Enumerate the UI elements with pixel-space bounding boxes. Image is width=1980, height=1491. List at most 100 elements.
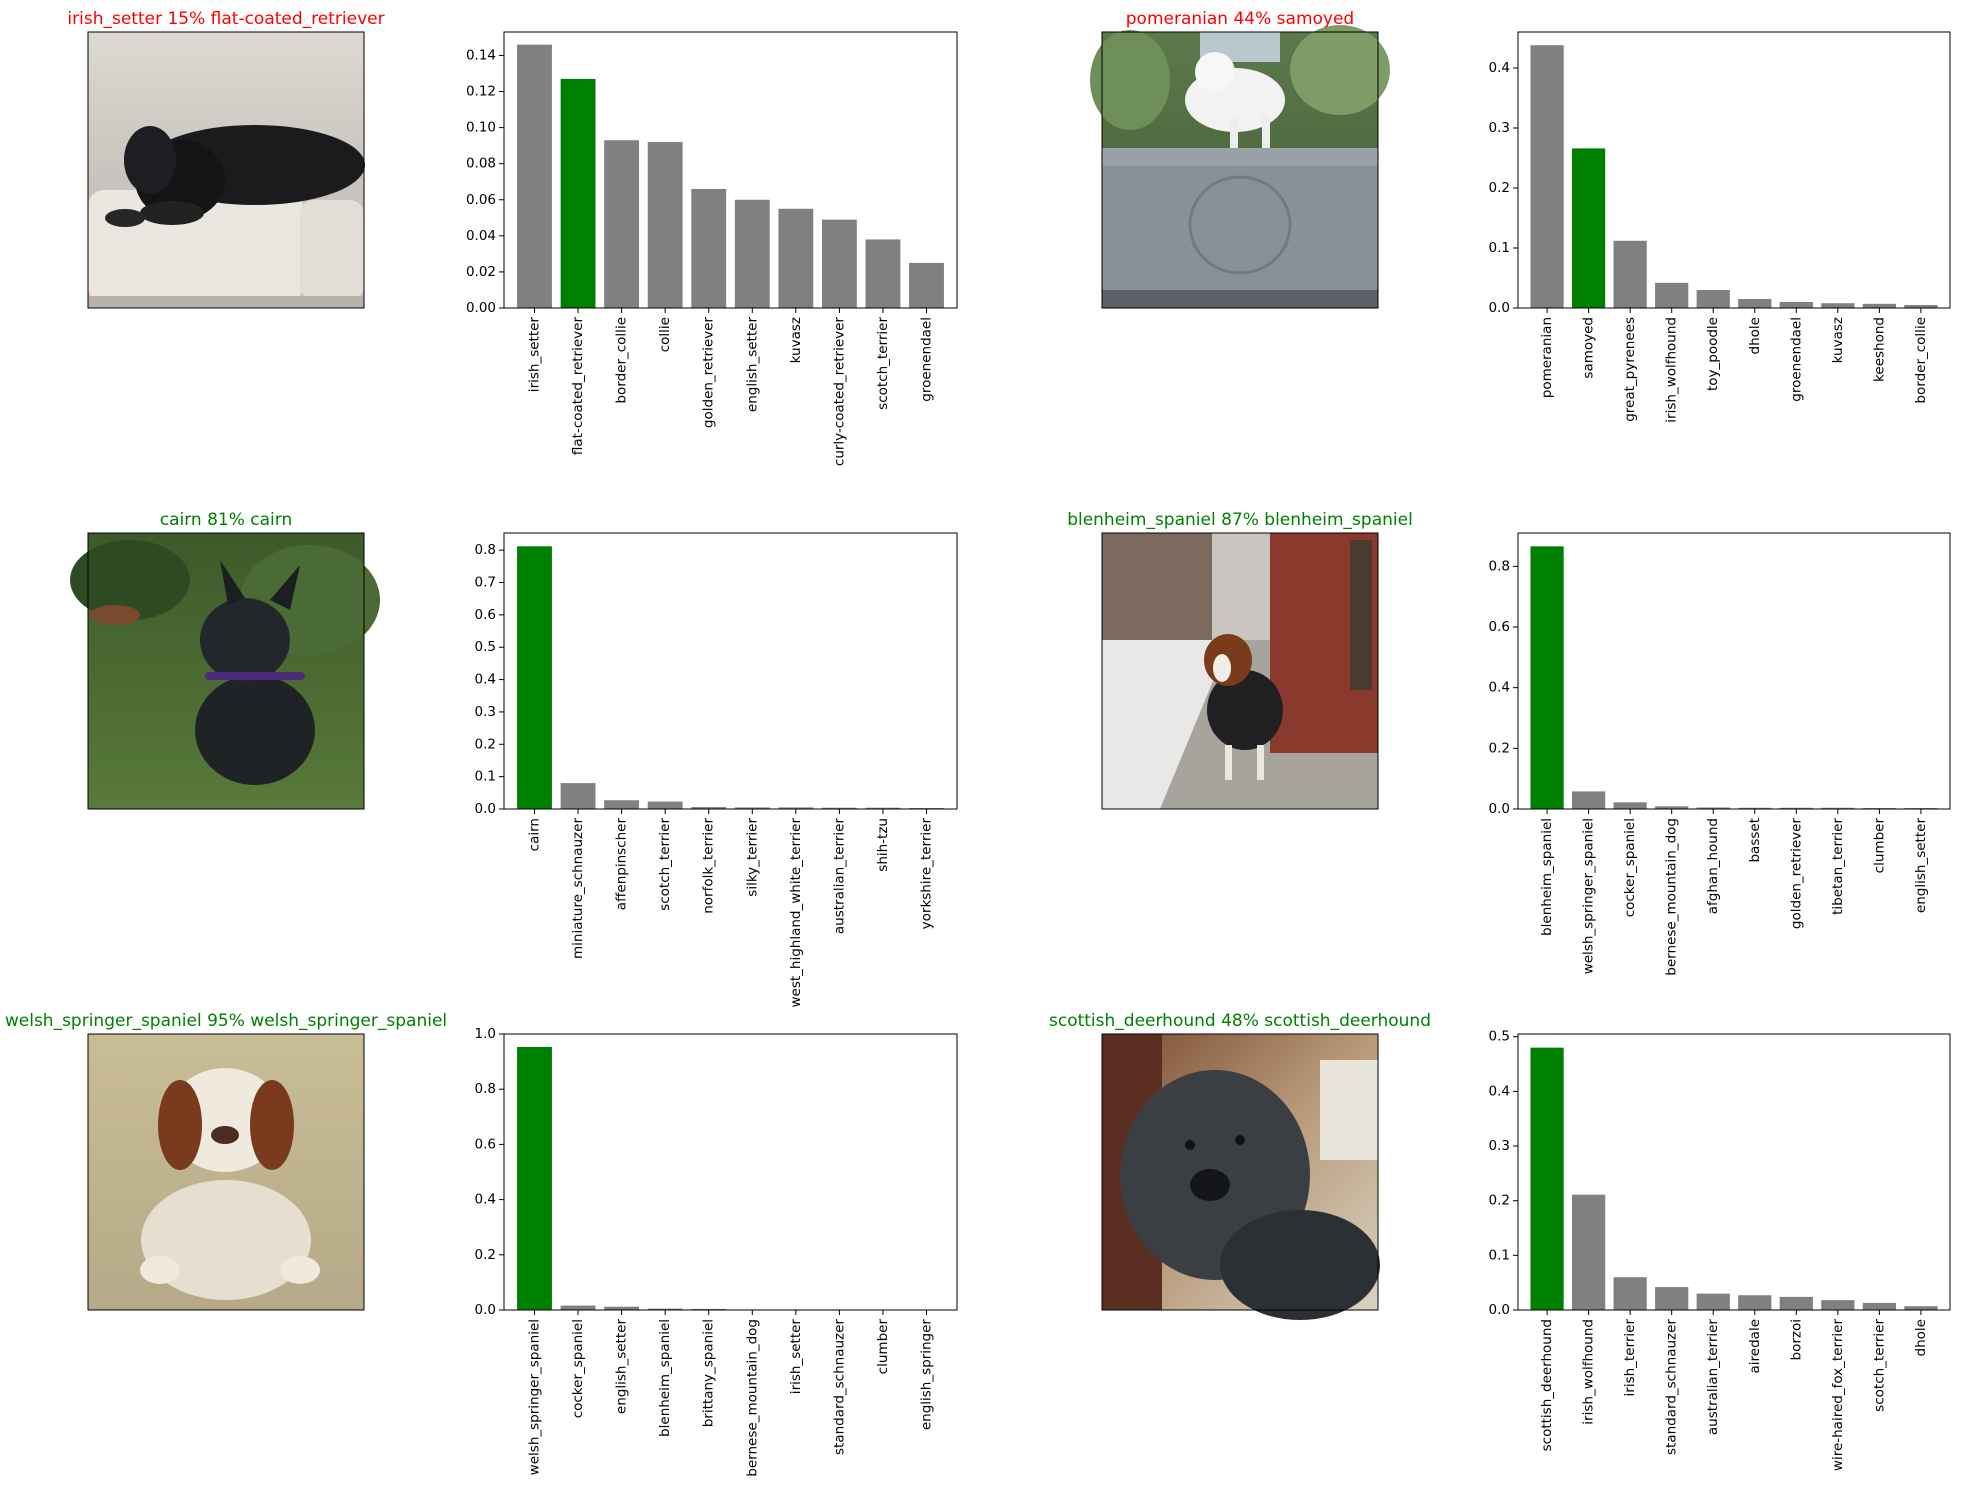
photo-title-row3-left: welsh_springer_spaniel 95% welsh_springe… bbox=[5, 1011, 447, 1031]
bar-scotch_terrier bbox=[647, 801, 683, 809]
x-tick-label: scottish_deerhound bbox=[1539, 1319, 1555, 1451]
bar-blenheim_spaniel bbox=[647, 1308, 683, 1310]
chart-row2-right: blenheim_spaniel welsh_springer_spaniel co… bbox=[1489, 532, 1951, 976]
x-tick-label: shih-tzu bbox=[875, 818, 891, 872]
x-tick-label: pomeranian bbox=[1539, 317, 1555, 398]
x-tick-label: english_setter bbox=[614, 1319, 630, 1415]
y-tick-label: 0.12 bbox=[466, 84, 496, 100]
bar-dhole bbox=[1738, 299, 1772, 308]
x-tick-label: affenpinscher bbox=[614, 818, 630, 911]
bar-bernese_mountain_dog bbox=[1655, 806, 1689, 809]
dog-photo-row1-left bbox=[87, 31, 365, 309]
y-tick-label: 0.08 bbox=[466, 156, 496, 172]
y-tick-label: 0.0 bbox=[1489, 801, 1510, 817]
bar-cocker_spaniel bbox=[1613, 802, 1647, 809]
x-tick-label: kuvasz bbox=[1830, 317, 1846, 363]
y-tick-label: 0.6 bbox=[475, 1136, 496, 1152]
dog-photo-row3-left bbox=[87, 1033, 365, 1311]
chart-row3-left: welsh_springer_spaniel cocker_spaniel engl… bbox=[475, 1026, 958, 1477]
bar-west_highland_white_terrier bbox=[778, 807, 814, 809]
y-tick-label: 0.0 bbox=[1489, 300, 1510, 316]
bar-norfolk_terrier bbox=[691, 807, 727, 809]
x-tick-label: border_collie bbox=[614, 317, 630, 404]
bar-affenpinscher bbox=[604, 800, 640, 809]
photo-title-row3-right: scottish_deerhound 48% scottish_deerhoun… bbox=[1049, 1011, 1431, 1031]
bar-samoyed bbox=[1572, 148, 1606, 308]
bar-welsh_springer_spaniel bbox=[1572, 791, 1606, 809]
y-tick-label: 0.4 bbox=[1489, 60, 1510, 76]
y-tick-label: 0.4 bbox=[1489, 680, 1510, 696]
x-tick-label: silky_terrier bbox=[744, 818, 760, 897]
x-tick-label: clumber bbox=[875, 1319, 891, 1375]
bar-shih-tzu bbox=[865, 807, 901, 809]
bar-scotch_terrier bbox=[1862, 1302, 1896, 1310]
axes-frame bbox=[1517, 1033, 1951, 1311]
x-tick-label: toy_poodle bbox=[1705, 317, 1721, 391]
x-tick-label: bernese_mountain_dog bbox=[744, 1319, 760, 1477]
x-tick-label: norfolk_terrier bbox=[701, 818, 717, 914]
x-tick-label: miniature_schnauzer bbox=[570, 818, 586, 959]
y-tick-label: 0.6 bbox=[1489, 619, 1510, 635]
bar-airedale bbox=[1738, 1295, 1772, 1310]
bar-toy_poodle bbox=[1696, 290, 1730, 308]
dog-photo-row2-right bbox=[1101, 532, 1379, 810]
y-tick-label: 0.1 bbox=[475, 769, 496, 785]
x-tick-label: cocker_spaniel bbox=[1622, 818, 1638, 917]
bar-irish_wolfhound bbox=[1655, 282, 1689, 308]
y-tick-label: 0.1 bbox=[1489, 240, 1510, 256]
axes-frame bbox=[503, 1033, 958, 1311]
x-tick-label: samoyed bbox=[1581, 317, 1597, 379]
dog-photo-row2-left bbox=[70, 532, 380, 810]
x-tick-label: irish_wolfhound bbox=[1664, 317, 1680, 423]
bar-australian_terrier bbox=[821, 807, 857, 809]
bar-miniature_schnauzer bbox=[560, 783, 596, 809]
x-tick-label: clumber bbox=[1871, 818, 1887, 874]
bar-border_collie bbox=[604, 140, 640, 308]
x-tick-label: standard_schnauzer bbox=[1664, 1319, 1680, 1455]
bar-border_collie bbox=[1904, 305, 1938, 308]
x-tick-label: brittany_spaniel bbox=[701, 1319, 717, 1427]
x-tick-label: golden_retriever bbox=[1788, 818, 1804, 930]
bar-keeshond bbox=[1862, 303, 1896, 308]
bar-golden_retriever bbox=[1779, 807, 1813, 809]
bar-great_pyrenees bbox=[1613, 240, 1647, 308]
bar-silky_terrier bbox=[734, 807, 770, 809]
y-tick-label: 0.5 bbox=[1489, 1029, 1510, 1045]
x-tick-label: scotch_terrier bbox=[1871, 1319, 1887, 1412]
photo-title-row2-left: cairn 81% cairn bbox=[160, 510, 293, 530]
dog-photo-row1-right bbox=[1090, 25, 1390, 309]
x-tick-label: curly-coated_retriever bbox=[831, 317, 847, 467]
x-tick-label: english_springer bbox=[919, 1319, 935, 1431]
x-tick-label: wire-haired_fox_terrier bbox=[1830, 1319, 1846, 1472]
y-tick-label: 0.7 bbox=[475, 575, 496, 591]
bar-dhole bbox=[1904, 1306, 1938, 1310]
y-tick-label: 0.14 bbox=[466, 47, 496, 63]
x-tick-label: standard_schnauzer bbox=[831, 1319, 847, 1455]
bar-standard_schnauzer bbox=[1655, 1287, 1689, 1310]
x-tick-label: cairn bbox=[526, 818, 542, 851]
axes-frame bbox=[1517, 532, 1951, 810]
y-tick-label: 0.4 bbox=[475, 672, 496, 688]
bar-basset bbox=[1738, 807, 1772, 809]
bar-borzoi bbox=[1779, 1296, 1813, 1310]
y-tick-label: 0.5 bbox=[475, 639, 496, 655]
x-tick-label: cocker_spaniel bbox=[570, 1319, 586, 1418]
bar-brittany_spaniel bbox=[691, 1308, 727, 1310]
y-tick-label: 0.2 bbox=[1489, 1193, 1510, 1209]
photo-title-row1-right: pomeranian 44% samoyed bbox=[1126, 9, 1354, 29]
bar-scottish_deerhound bbox=[1530, 1047, 1564, 1310]
x-tick-label: blenheim_spaniel bbox=[1539, 818, 1555, 936]
x-tick-label: welsh_springer_spaniel bbox=[526, 1319, 542, 1475]
chart-row1-left: irish_setter flat-coated_retriever border_… bbox=[466, 31, 958, 467]
y-tick-label: 0.0 bbox=[1489, 1302, 1510, 1318]
x-tick-label: golden_retriever bbox=[701, 317, 717, 429]
y-tick-label: 0.04 bbox=[466, 228, 496, 244]
y-tick-label: 0.4 bbox=[475, 1192, 496, 1208]
y-tick-label: 0.8 bbox=[475, 1081, 496, 1097]
bar-kuvasz bbox=[778, 208, 814, 308]
y-tick-label: 0.02 bbox=[466, 264, 496, 280]
bar-groenendael bbox=[1779, 302, 1813, 308]
x-tick-label: basset bbox=[1747, 818, 1763, 863]
chart-row3-right: scottish_deerhound irish_wolfhound irish_t… bbox=[1489, 1029, 1951, 1472]
bar-wire-haired_fox_terrier bbox=[1821, 1300, 1855, 1310]
